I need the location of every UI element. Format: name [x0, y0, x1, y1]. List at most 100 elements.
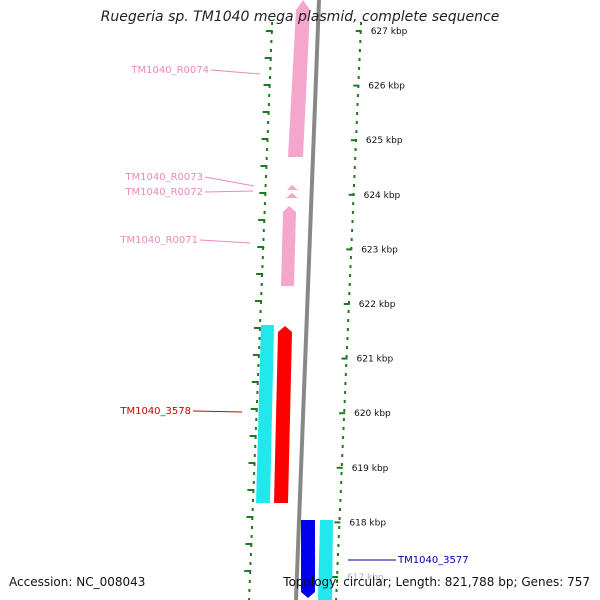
inner-track-dot: [348, 301, 350, 304]
outer-track-dot: [269, 58, 272, 61]
scale-label: 625 kbp: [366, 136, 403, 146]
inner-track-dot: [359, 31, 362, 34]
outer-track-dot: [271, 22, 274, 25]
inner-track-dot: [348, 292, 351, 295]
outer-track-dot: [269, 76, 271, 79]
gene-tm1040-r0073[interactable]: [287, 185, 298, 190]
gene-label-3578[interactable]: TM1040_3578: [119, 406, 191, 417]
outer-track-tick: [250, 408, 258, 410]
cyan-feature-block-upper[interactable]: [256, 325, 274, 503]
outer-track-dot: [270, 40, 273, 43]
scale-tick: [350, 139, 357, 142]
outer-track-tick: [244, 570, 252, 572]
outer-track-tick: [252, 354, 260, 356]
leader-line-r0071: [199, 239, 251, 244]
outer-track-dot: [249, 562, 252, 565]
outer-track-dot: [266, 130, 269, 133]
cyan-feature-block-lower[interactable]: [318, 520, 333, 600]
outer-track-dot: [264, 184, 267, 187]
outer-track-dot: [251, 508, 254, 511]
inner-track-dot: [346, 328, 349, 331]
gene-tm1040-r0072[interactable]: [286, 193, 298, 198]
scale-tick: [334, 521, 341, 524]
scale-tick: [332, 576, 338, 578]
outer-track-dot: [248, 580, 251, 583]
outer-track-tick: [257, 246, 265, 248]
inner-track-dot: [344, 391, 347, 394]
outer-track-tick: [263, 84, 271, 86]
leader-line-3578: [192, 410, 243, 413]
gene-tm1040-r0071[interactable]: [281, 206, 296, 286]
inner-track-dot: [346, 337, 349, 340]
outer-track-tick: [245, 543, 253, 545]
outer-track-dot: [251, 517, 254, 520]
scale-label: 620 kbp: [354, 409, 391, 419]
outer-track-dot: [255, 409, 258, 412]
gene-tm1040-3577[interactable]: [301, 520, 315, 598]
dotted-tracks: [248, 22, 362, 600]
inner-track-dot: [356, 112, 359, 115]
outer-track-dot: [251, 526, 253, 529]
inner-track-dot: [335, 580, 338, 583]
outer-track-dot: [270, 49, 272, 52]
inner-track-dot: [353, 166, 356, 169]
outer-track-tick: [255, 300, 262, 302]
outer-track-dot: [256, 391, 259, 394]
scale-tick: [355, 30, 362, 32]
inner-track-dot: [350, 238, 353, 241]
outer-track-dot: [266, 139, 269, 142]
inner-track-dot: [342, 436, 345, 439]
gene-label-r0071[interactable]: TM1040_R0071: [119, 235, 198, 246]
inner-track-dot: [340, 472, 343, 475]
gene-tm1040-3578[interactable]: [274, 326, 292, 503]
inner-track-dot: [349, 265, 352, 268]
inner-track-dot: [339, 499, 342, 502]
gene-tm1040-r0074[interactable]: [288, 0, 310, 157]
inner-track-dot: [357, 76, 360, 79]
inner-track-dot: [349, 274, 352, 277]
inner-track-dot: [354, 157, 357, 160]
scale-label: 622 kbp: [359, 300, 396, 310]
inner-track-dot: [338, 526, 341, 529]
scale-labels: 627 kbp 626 kbp 625 kbp 624 kbp 623 kbp 622 k…: [347, 27, 408, 583]
scale-label: 627 kbp: [371, 27, 408, 37]
scale-label: 624 kbp: [364, 191, 401, 201]
scale-tick: [348, 193, 355, 196]
scale-label: 626 kbp: [368, 82, 405, 92]
inner-track-dot: [341, 445, 344, 448]
outer-track-dot: [265, 175, 267, 178]
outer-track-tick: [246, 516, 254, 518]
gene-label-r0074[interactable]: TM1040_R0074: [130, 65, 209, 76]
outer-track-dot: [257, 373, 260, 376]
scale-label: 621 kbp: [357, 355, 394, 365]
outer-track-dot: [268, 85, 271, 88]
outer-track-dot: [256, 382, 259, 385]
gene-label-3577[interactable]: TM1040_3577: [397, 555, 469, 566]
outer-track-dot: [248, 598, 251, 600]
gene-label-r0073[interactable]: TM1040_R0073: [124, 172, 203, 183]
outer-track-dot: [252, 490, 255, 493]
outer-track-dot: [250, 535, 253, 538]
inner-track-dot: [342, 418, 345, 421]
outer-track-dot: [252, 499, 254, 502]
outer-track-dot: [258, 328, 261, 331]
inner-track-dot: [336, 562, 339, 565]
outer-track-dot: [252, 481, 255, 484]
outer-track-dot: [254, 436, 257, 439]
scale-tick: [353, 84, 360, 87]
inner-track-dot: [351, 229, 354, 232]
outer-track-tick: [249, 435, 257, 437]
inner-track-dot: [343, 400, 346, 403]
inner-track-dot: [351, 211, 354, 214]
outer-track-dot: [248, 589, 251, 592]
outer-track-tick: [260, 165, 268, 167]
outer-track-dot: [266, 148, 269, 151]
gene-label-r0072[interactable]: TM1040_R0072: [124, 187, 203, 198]
leader-line-r0074: [210, 69, 261, 75]
inner-track-dot: [360, 22, 362, 25]
outer-track-dot: [270, 31, 273, 34]
plasmid-backbone: [294, 0, 321, 600]
outer-track-dot: [259, 319, 262, 322]
outer-track-dot: [257, 364, 260, 367]
scale-label: 618 kbp: [349, 518, 386, 528]
